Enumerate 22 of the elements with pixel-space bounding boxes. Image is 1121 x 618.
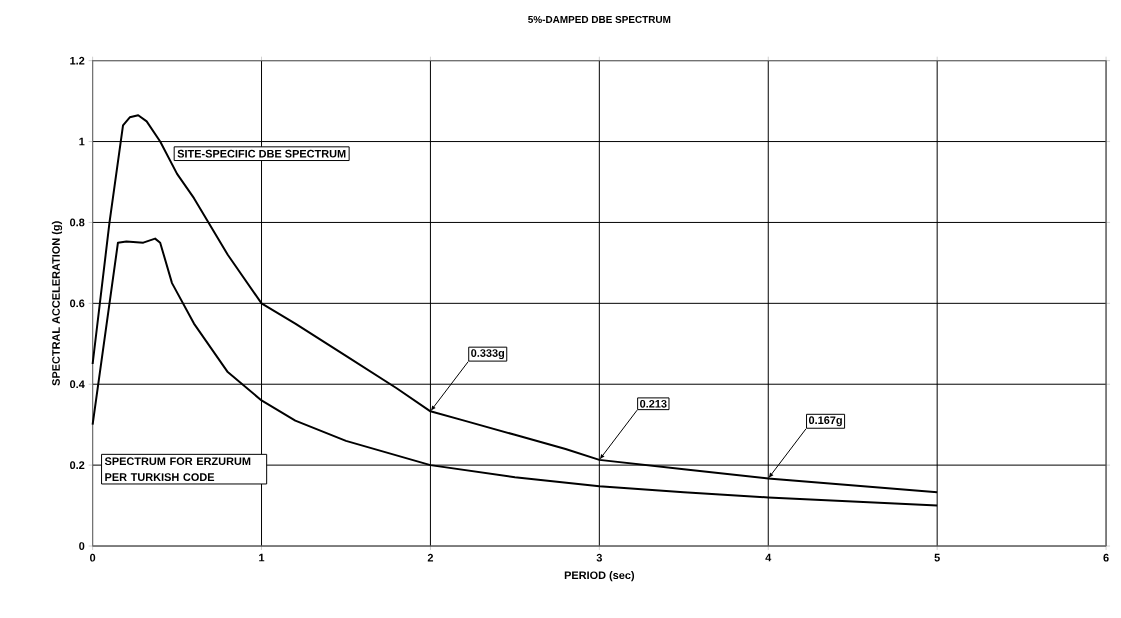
y-tick-label: 1.2 [70, 57, 85, 65]
y-tick-label: 0.4 [70, 380, 85, 389]
chart-title: 5%-DAMPED DBE SPECTRUM [528, 16, 671, 24]
x-tick-label: 3 [596, 554, 602, 562]
y-tick-label: 0.8 [70, 218, 85, 227]
x-tick-label: 6 [1103, 554, 1109, 562]
annotation: 0.333g [471, 349, 505, 360]
y-tick-label: 0.2 [70, 461, 85, 470]
x-tick-label: 0 [90, 554, 96, 562]
y-tick-label: 0 [79, 542, 85, 551]
series-label: SITE-SPECIFIC DBE SPECTRUM [177, 150, 346, 158]
x-tick-label: 5 [934, 554, 940, 562]
x-tick-label: 4 [765, 554, 772, 562]
x-tick-label: 1 [259, 554, 265, 562]
annotation: 0.167g [808, 416, 842, 427]
y-tick-label: 0.6 [70, 299, 85, 308]
annotation: 0.213 [640, 400, 667, 408]
text: SPECTRUM FOR ERZURUM PER TURKISH CODE [104, 457, 251, 482]
y-tick-label: 1 [79, 137, 85, 146]
y-axis-title: SPECTRAL ACCELERATION (g) [51, 221, 63, 386]
x-axis-title: PERIOD (sec) [564, 571, 635, 582]
x-tick-label: 2 [427, 554, 434, 562]
